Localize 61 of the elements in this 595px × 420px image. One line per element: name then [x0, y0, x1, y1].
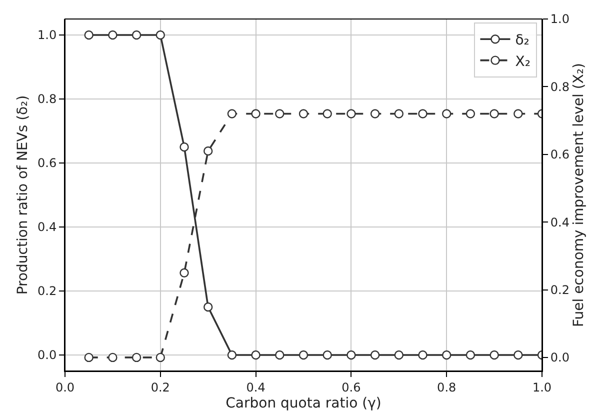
point — [466, 109, 476, 118]
point — [346, 350, 356, 360]
point — [156, 30, 165, 40]
point — [418, 109, 428, 118]
y-tick-label: 1.0 — [38, 28, 57, 42]
point — [442, 350, 452, 360]
point — [466, 350, 476, 360]
legend-label: X₂ — [515, 54, 530, 70]
x-tick-label: 0.6 — [342, 380, 361, 394]
point — [394, 350, 404, 360]
y-tick-label: 0.8 — [38, 92, 57, 106]
y2-tick-label: 0.0 — [550, 350, 570, 365]
y2-axis-title: Fuel economy improvement level (X₂) — [570, 62, 587, 328]
x-tick-label: 0.0 — [55, 380, 75, 394]
x-tick-label: 0.2 — [150, 380, 170, 394]
point — [370, 109, 380, 118]
point — [132, 30, 142, 40]
point — [204, 146, 213, 156]
x-tick-label: 1.0 — [532, 380, 552, 394]
y-tick-label: 0.6 — [38, 156, 57, 170]
point — [322, 109, 332, 118]
point — [394, 109, 404, 118]
x-tick-label: 0.4 — [246, 380, 266, 394]
y2-tick-label: 0.8 — [550, 80, 570, 94]
point — [204, 302, 213, 312]
point — [84, 352, 94, 362]
point — [514, 109, 523, 118]
point — [275, 109, 284, 118]
y2-tick-label: 0.6 — [550, 148, 570, 162]
y-tick-label: 0.0 — [38, 348, 57, 362]
y2-tick-label: 0.2 — [550, 282, 570, 297]
y-tick-label: 0.4 — [38, 220, 57, 234]
point — [84, 30, 94, 40]
point — [180, 268, 189, 278]
y2-tick-label: 1.0 — [550, 12, 570, 26]
point — [370, 350, 380, 360]
y-tick-label: 0.2 — [38, 284, 57, 298]
point — [298, 350, 308, 360]
point — [132, 352, 142, 362]
x-axis-title: Carbon quota ratio (γ) — [226, 396, 382, 412]
point — [322, 350, 332, 360]
point — [251, 350, 260, 360]
x-tick-label: 0.8 — [437, 380, 456, 394]
point — [490, 109, 499, 118]
point — [108, 30, 118, 40]
y-axis-title: Production ratio of NEVs (δ₂) — [15, 95, 32, 295]
point — [108, 352, 118, 362]
point — [251, 109, 260, 118]
y2-tick-label: 0.4 — [550, 215, 570, 230]
point — [156, 352, 165, 362]
point — [442, 109, 452, 118]
point — [227, 350, 237, 360]
legend-label: δ₂ — [515, 32, 530, 49]
point — [418, 350, 428, 360]
point — [227, 109, 237, 118]
point — [514, 350, 523, 360]
point — [490, 350, 499, 360]
point — [180, 142, 189, 152]
point — [298, 109, 308, 118]
point — [275, 350, 284, 360]
point — [346, 109, 356, 118]
